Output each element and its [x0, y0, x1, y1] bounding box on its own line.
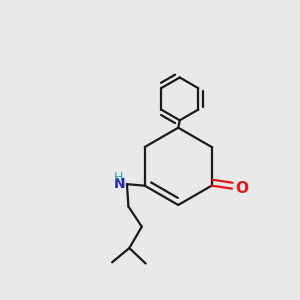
Text: N: N: [114, 177, 126, 191]
Text: O: O: [236, 181, 248, 196]
Text: H: H: [114, 171, 123, 184]
